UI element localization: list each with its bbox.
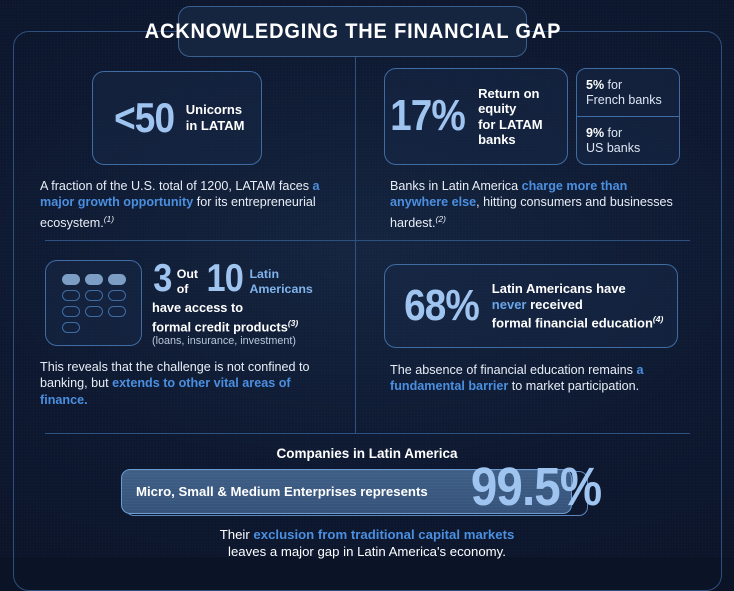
horizontal-divider: [45, 240, 690, 241]
paragraph-credit: This reveals that the challenge is not c…: [40, 359, 330, 408]
stat-card-return-on-equity: 17% Return on equity for LATAM banks: [384, 68, 568, 165]
credit-statement-line2: formal credit products: [152, 318, 288, 334]
credit-icon-card: [45, 260, 142, 346]
horizontal-divider-bottom: [45, 433, 690, 434]
pill-empty: [61, 321, 80, 333]
vertical-divider: [355, 56, 356, 434]
pill-filled: [61, 273, 80, 285]
roe-label-line2: for LATAM banks: [478, 116, 543, 148]
education-label-line2: received: [526, 296, 583, 312]
comparison-row-us: 9% for US banks: [577, 117, 679, 164]
paragraph-education: The absence of financial education remai…: [390, 362, 670, 395]
progress-bar-label: Micro, Small & Medium Enterprises repres…: [136, 484, 428, 499]
para-2-part2: , hitting consumers and businesses harde…: [390, 195, 673, 230]
pill-filled: [107, 273, 126, 285]
credit-note: (loans, insurance, investment): [152, 335, 297, 348]
pill-empty: [107, 289, 126, 301]
credit-ratio-line: 3 Out of 10 Latin Americans: [152, 257, 352, 300]
credit-out-word: Out: [176, 267, 199, 281]
credit-out-of: Out of: [177, 262, 198, 297]
page-title-pill: ACKNOWLEDGING THE FINANCIAL GAP: [144, 6, 560, 57]
comparison-for-french: for: [604, 77, 623, 92]
comparison-for-us: for: [604, 125, 623, 140]
education-stat: 68%: [403, 280, 480, 330]
credit-denominator: 10: [206, 257, 244, 300]
credit-of-word: of: [176, 282, 189, 296]
education-label-line1: Latin Americans have: [491, 281, 626, 297]
para-1-highlight: a major growth opportunity: [40, 179, 320, 210]
pill-empty: [61, 289, 80, 301]
education-label: Latin Americans have never received form…: [492, 281, 663, 331]
credit-statement-line1: have access to: [152, 300, 244, 315]
para-1-part1: A fraction of the U.S. total of 1200, LA…: [40, 179, 313, 193]
unicorns-label-line1: Unicorns: [185, 102, 243, 118]
credit-access-block: 3 Out of 10 Latin Americans have access …: [152, 257, 352, 348]
comparison-card: 5% for French banks 9% for US banks: [576, 68, 680, 165]
para-4-highlight: a fundamental barrier: [390, 363, 644, 394]
para-1-part2: for its entrepreneurial ecosystem.: [40, 195, 316, 230]
pill-filled: [84, 273, 103, 285]
caption-part2: leaves a major gap in Latin America's ec…: [228, 544, 506, 559]
education-label-highlight: never: [491, 296, 527, 312]
roe-label: Return on equity for LATAM banks: [478, 86, 567, 148]
bottom-section-title: Companies in Latin America: [276, 446, 458, 461]
progress-bar-value: 99.5%: [470, 457, 602, 517]
para-2-part1: Banks in Latin America: [390, 179, 522, 193]
para-2-footnote: (2): [435, 213, 446, 224]
background: [0, 0, 734, 557]
comparison-subject-us: US banks: [586, 140, 641, 155]
comparison-row-french: 5% for French banks: [577, 69, 679, 117]
para-4-part2: to market participation.: [508, 379, 640, 394]
unicorns-label: Unicorns in LATAM: [186, 102, 245, 133]
credit-subject-line1: Latin: [249, 267, 280, 281]
caption-part1: Their: [219, 527, 254, 542]
education-footnote: (4): [652, 314, 664, 325]
page-title: ACKNOWLEDGING THE FINANCIAL GAP: [144, 19, 561, 43]
credit-subject-line2: Americans: [249, 282, 313, 296]
comparison-value-us: 9%: [586, 125, 605, 140]
para-1-footnote: (1): [103, 213, 115, 224]
roe-stat: 17%: [390, 91, 466, 141]
credit-numerator: 3: [153, 257, 172, 300]
caption-highlight: exclusion from traditional capital marke…: [253, 527, 515, 542]
para-3-part1: This reveals that the challenge is not c…: [40, 360, 310, 391]
para-4-part1: The absence of financial education remai…: [390, 363, 637, 377]
credit-statement: have access to formal credit products(3): [152, 300, 352, 334]
progress-bar-fill: Micro, Small & Medium Enterprises repres…: [121, 469, 572, 514]
paragraph-banks: Banks in Latin America charge more than …: [390, 178, 680, 231]
stat-card-financial-education: 68% Latin Americans have never received …: [384, 264, 678, 348]
credit-subject: Latin Americans: [249, 262, 312, 297]
roe-label-line1: Return on equity: [478, 85, 540, 117]
calculator-icon: [61, 273, 126, 333]
unicorns-label-line2: in LATAM: [185, 117, 245, 133]
comparison-value-french: 5%: [586, 77, 605, 92]
para-3-highlight: extends to other vital areas of finance.: [40, 376, 291, 407]
pill-empty: [84, 305, 103, 317]
pill-empty: [84, 289, 103, 301]
pill-empty: [107, 305, 126, 317]
stat-card-unicorns: <50 Unicorns in LATAM: [92, 71, 262, 165]
para-2-highlight: charge more than anywhere else: [390, 179, 628, 210]
pill-empty: [61, 305, 80, 317]
education-label-line3: formal financial education: [491, 315, 653, 331]
bottom-caption: Their exclusion from traditional capital…: [0, 526, 734, 560]
credit-footnote: (3): [287, 317, 299, 328]
unicorns-stat: <50: [113, 93, 175, 141]
comparison-subject-french: French banks: [586, 92, 662, 107]
paragraph-unicorns: A fraction of the U.S. total of 1200, LA…: [40, 178, 330, 231]
